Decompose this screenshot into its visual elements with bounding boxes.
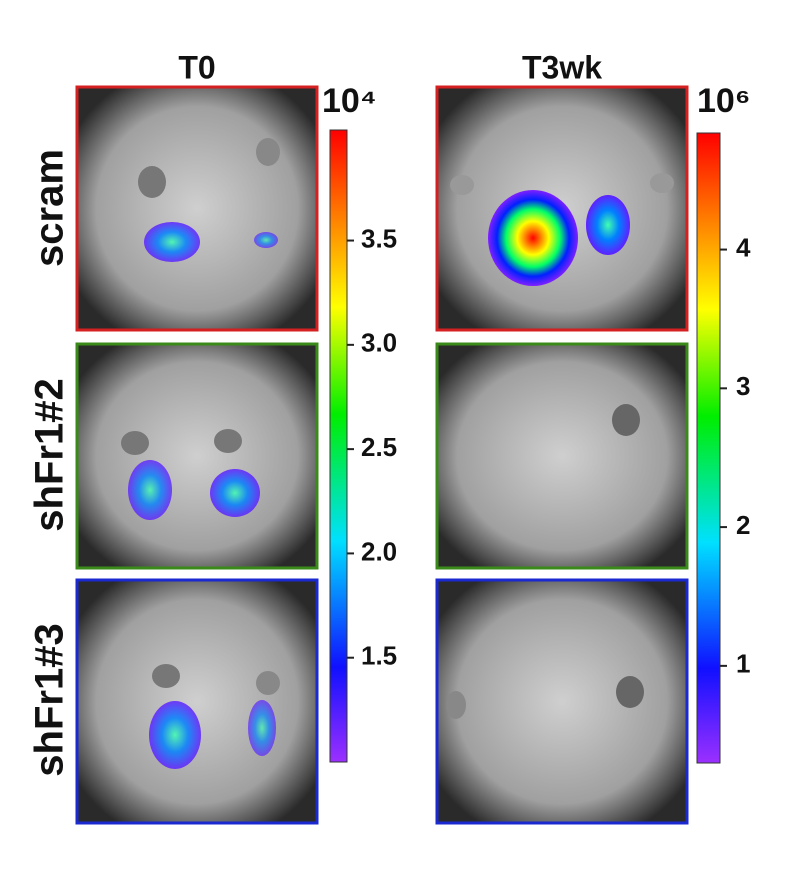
tick-label: 2	[736, 510, 750, 540]
row-label: shFr1#2	[28, 378, 72, 531]
row-label: shFr1#3	[28, 623, 72, 776]
row-label: scram	[28, 149, 72, 267]
tick-label: 3.5	[361, 223, 397, 253]
column-header: T3wk	[522, 49, 602, 85]
tick-label: 1.5	[361, 641, 397, 671]
tick-label: 4	[736, 232, 751, 262]
colorbar	[696, 132, 721, 764]
colorbar	[329, 129, 348, 763]
tick-label: 2.0	[361, 536, 397, 566]
colorbar-exponent: 10⁴	[322, 82, 377, 120]
tick-label: 3	[736, 371, 750, 401]
image-panel	[75, 578, 319, 825]
image-panel	[75, 342, 319, 570]
image-panel	[435, 342, 689, 570]
image-panel	[435, 578, 689, 825]
tick-label: 3.0	[361, 328, 397, 358]
tick-label: 2.5	[361, 432, 397, 462]
colorbar-exponent: 10⁶	[697, 82, 750, 120]
image-panel	[435, 85, 689, 332]
column-header: T0	[178, 49, 215, 85]
tick-label: 1	[736, 649, 750, 679]
image-panel	[75, 85, 319, 332]
